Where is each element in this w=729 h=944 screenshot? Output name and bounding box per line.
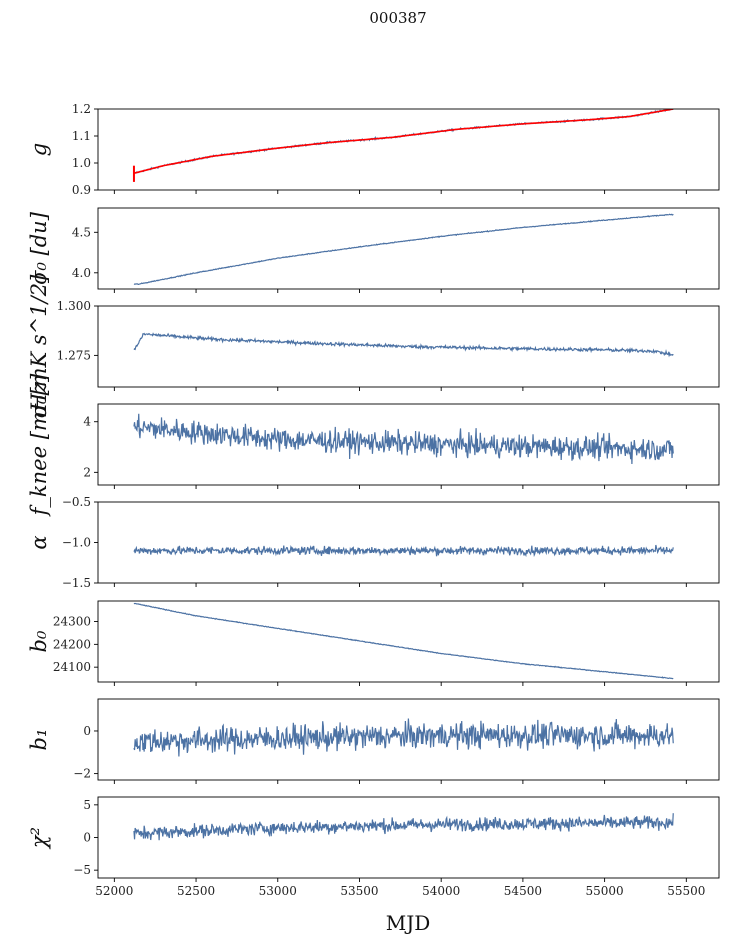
axes-frame-b0 <box>97 600 720 683</box>
series-line-sigma0-du <box>133 213 674 286</box>
y-tick-label-g-1: 1.0 <box>72 156 91 170</box>
x-tick-label-55000: 55000 <box>586 884 624 898</box>
y-tick-label-b0-0: 24100 <box>53 660 91 674</box>
y-tick-label-fknee-0: 2 <box>83 465 91 479</box>
x-axis-label: MJD <box>386 911 431 935</box>
panel-g: 0.9 1.0 1.1 1.2 g <box>27 102 720 197</box>
x-tick-label-54500: 54500 <box>504 884 542 898</box>
y-tick-label-chi2-1: 0 <box>83 831 91 845</box>
series-line-b1 <box>133 718 674 757</box>
y-tick-label-alpha-2: −0.5 <box>62 495 91 509</box>
y-axis-label-sigma0-mk: σ₀[mK s^1/2] <box>27 274 51 418</box>
x-tick-label-54000: 54000 <box>422 884 460 898</box>
x-tick-label-52500: 52500 <box>177 884 215 898</box>
series-line-sigma0-mk <box>133 332 674 358</box>
series-line-alpha <box>133 544 674 558</box>
x-tick-label-55500: 55500 <box>667 884 705 898</box>
x-tick-label-53500: 53500 <box>340 884 378 898</box>
y-axis-label-g: g <box>27 143 51 156</box>
panel-chi2: 52000 52500 53000 53500 54000 54500 55000 55500… <box>27 796 720 898</box>
panel-sigma0-du: 4.0 4.5 σ₀ [du] <box>27 207 720 293</box>
y-axis-label-b0: b₀ <box>27 630 51 652</box>
y-axis-label-chi2: χ² <box>27 827 51 850</box>
y-tick-label-sigma0-mk-0: 1.275 <box>57 348 91 362</box>
axes-frame-alpha <box>97 501 720 584</box>
panel-b1: −2 0 b₁ <box>27 698 720 784</box>
y-tick-label-sigma0-mk-1: 1.300 <box>57 299 91 313</box>
y-tick-label-chi2-2: 5 <box>83 798 91 812</box>
series-line-b0 <box>133 602 674 680</box>
axes-frame-fknee <box>97 403 720 486</box>
axes-frame-b1 <box>97 698 720 781</box>
y-tick-label-b1-0: −2 <box>73 767 91 781</box>
y-axis-label-sigma0-du: σ₀ [du] <box>27 211 51 285</box>
panel-alpha: −1.5 −1.0 −0.5 α <box>27 495 720 590</box>
y-tick-label-b1-1: 0 <box>83 724 91 738</box>
figure-title: 000387 <box>369 9 426 27</box>
y-axis-label-fknee: f_knee [mHz] <box>27 373 51 518</box>
axes-frame-chi2 <box>97 796 720 879</box>
y-tick-label-sigma0-du-1: 4.5 <box>72 225 91 239</box>
y-tick-label-g-0: 0.9 <box>72 183 91 197</box>
y-tick-label-alpha-1: −1.0 <box>62 536 91 550</box>
axes-frame-sigma0-mk <box>97 305 720 388</box>
panel-fknee: 2 4 f_knee [mHz] <box>27 373 720 518</box>
overlay-line-g <box>133 109 674 175</box>
y-axis-label-b1: b₁ <box>27 729 51 751</box>
y-tick-label-fknee-1: 4 <box>83 415 91 429</box>
y-axis-label-alpha: α <box>27 535 51 549</box>
panels-container: 0.9 1.0 1.1 1.2 g 4.0 4.5 σ₀ [du] 1.275 1.300 σ₀[m… <box>27 102 720 898</box>
y-tick-label-sigma0-du-0: 4.0 <box>72 266 91 280</box>
x-tick-label-53000: 53000 <box>259 884 297 898</box>
y-tick-label-g-3: 1.2 <box>72 102 91 116</box>
y-tick-label-g-2: 1.1 <box>72 129 91 143</box>
panel-sigma0-mk: 1.275 1.300 σ₀[mK s^1/2] <box>27 274 720 418</box>
series-line-fknee <box>133 413 674 464</box>
y-tick-label-alpha-0: −1.5 <box>62 576 91 590</box>
series-line-g <box>133 109 674 174</box>
y-tick-label-b0-2: 24300 <box>53 615 91 629</box>
axes-frame-sigma0-du <box>97 207 720 290</box>
series-line-chi2 <box>133 813 674 841</box>
x-tick-label-52000: 52000 <box>95 884 133 898</box>
axes-frame-g <box>97 108 720 191</box>
y-tick-label-chi2-0: −5 <box>73 863 91 877</box>
y-tick-label-b0-1: 24200 <box>53 637 91 651</box>
